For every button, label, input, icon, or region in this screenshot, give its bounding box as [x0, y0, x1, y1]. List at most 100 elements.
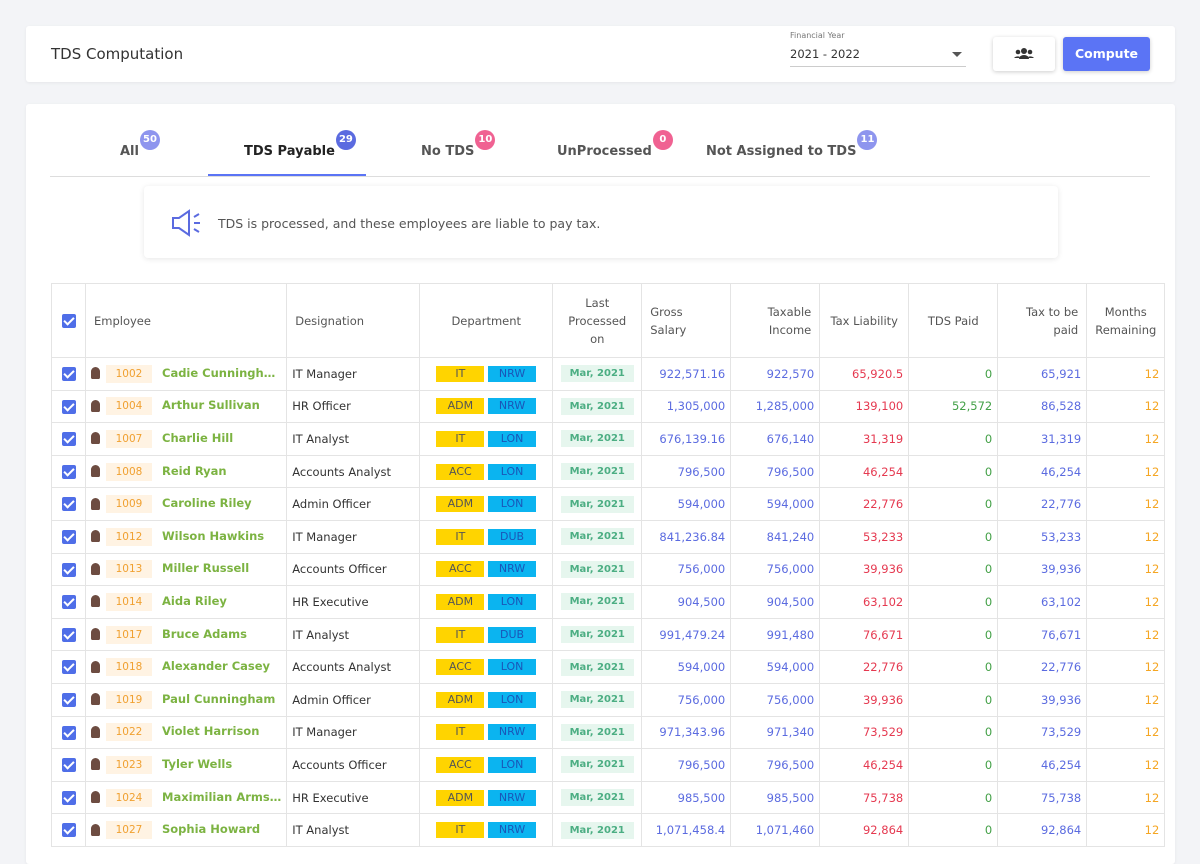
column-header: Months Remaining	[1086, 283, 1166, 358]
amount: 65,921	[997, 357, 1088, 391]
employee-name[interactable]: Reid Ryan	[162, 463, 227, 478]
tab[interactable]: UnProcessed 0	[557, 130, 673, 159]
amount: 73,529	[997, 715, 1088, 750]
checkbox[interactable]	[61, 725, 76, 740]
cell: Mar, 2021	[552, 389, 643, 424]
employee-name[interactable]: Miller Russell	[162, 561, 250, 576]
employee-name[interactable]: Wilson Hawkins	[162, 528, 265, 543]
amount: 12	[1086, 813, 1166, 847]
employee-name[interactable]: Maximilian Arms…	[162, 789, 282, 804]
checkbox[interactable]	[61, 464, 76, 479]
date-tag: Mar, 2021	[560, 397, 634, 415]
amount: 0	[908, 585, 999, 619]
employee-id: 1009	[106, 495, 152, 514]
amount: 985,500	[730, 780, 821, 815]
cell: 1002 Cadie Cunningh…	[84, 357, 288, 391]
amount: 0	[908, 813, 999, 847]
year-select[interactable]: 2021 - 2022	[790, 46, 966, 67]
employee-row: 1018 Alexander Casey Accounts Analyst ACC L…	[51, 650, 1166, 684]
employee-name[interactable]: Caroline Riley	[162, 496, 252, 511]
tab[interactable]: TDS Payable 29	[244, 130, 356, 159]
cell	[51, 357, 86, 391]
checkbox[interactable]	[61, 660, 76, 675]
date-tag: Mar, 2021	[560, 821, 634, 839]
department-tag: ACC	[436, 561, 485, 578]
tab[interactable]: Not Assigned to TDS 11	[706, 130, 878, 159]
checkbox[interactable]	[61, 790, 76, 805]
amount: 971,340	[730, 715, 821, 750]
amount: 904,500	[641, 585, 732, 619]
employee-row: 1014 Aida Riley HR Executive ADM LON Mar, 20…	[51, 585, 1166, 619]
employee-id: 1023	[106, 755, 152, 774]
column-header: Designation	[286, 283, 421, 358]
checkbox[interactable]	[61, 530, 76, 545]
amount: 12	[1086, 487, 1166, 521]
cell: IT DUB	[419, 519, 554, 554]
employee-name[interactable]: Alexander Casey	[162, 659, 271, 674]
employee-name[interactable]: Cadie Cunningh…	[162, 365, 276, 380]
location-tag: LON	[488, 691, 537, 708]
checkbox[interactable]	[61, 758, 76, 773]
employee-id: 1013	[106, 560, 152, 579]
employee-row: 1008 Reid Ryan Accounts Analyst ACC LON Mar,…	[51, 454, 1166, 489]
cell: 1007 Charlie Hill	[84, 422, 288, 456]
employee-name[interactable]: Tyler Wells	[162, 756, 233, 771]
checkbox[interactable]	[61, 497, 76, 512]
department-tag: IT	[436, 822, 485, 839]
cell: Mar, 2021	[552, 422, 643, 456]
employee-name[interactable]: Violet Harrison	[162, 724, 260, 739]
checkbox[interactable]	[61, 692, 76, 707]
amount: 1,071,460	[730, 813, 821, 847]
group-button[interactable]	[993, 37, 1055, 71]
checkbox[interactable]	[61, 627, 76, 642]
amount: 76,671	[819, 617, 910, 652]
cell: Mar, 2021	[552, 585, 643, 619]
tab[interactable]: All 50	[120, 130, 160, 159]
avatar	[91, 432, 100, 445]
amount: 676,139.16	[641, 422, 732, 456]
employee-row: 1004 Arthur Sullivan HR Officer ADM NRW Mar,…	[51, 389, 1166, 424]
employee-name[interactable]: Aida Riley	[162, 593, 227, 608]
cell: 1018 Alexander Casey	[84, 650, 288, 684]
checkbox[interactable]	[61, 314, 76, 328]
date-tag: Mar, 2021	[560, 723, 634, 741]
employee-row: 1024 Maximilian Arms… HR Executive ADM NRW M…	[51, 780, 1166, 815]
cell: IT NRW	[419, 813, 554, 847]
checkbox[interactable]	[61, 595, 76, 610]
cell: ACC LON	[419, 748, 554, 782]
avatar	[91, 823, 100, 836]
checkbox[interactable]	[61, 399, 76, 414]
tab-label: UnProcessed	[557, 144, 652, 159]
location-tag: DUB	[488, 528, 537, 545]
checkbox[interactable]	[61, 562, 76, 577]
employee-name[interactable]: Paul Cunningham	[162, 691, 276, 706]
checkbox[interactable]	[61, 367, 76, 382]
tab-indicator	[208, 174, 366, 176]
designation: IT Analyst	[286, 617, 421, 652]
page: {"header":{"title":"TDS Computation","ye…	[0, 0, 1200, 840]
amount: 12	[1086, 715, 1166, 750]
amount: 12	[1086, 422, 1166, 456]
checkbox[interactable]	[61, 823, 76, 838]
page-title: TDS Computation	[51, 45, 184, 63]
cell: Mar, 2021	[552, 813, 643, 847]
cell: 1008 Reid Ryan	[84, 454, 288, 489]
compute-button[interactable]: Compute	[1063, 37, 1150, 71]
cell: 1009 Caroline Riley	[84, 487, 288, 521]
amount: 796,500	[730, 748, 821, 782]
department-tag: ACC	[436, 756, 485, 773]
amount: 756,000	[730, 552, 821, 587]
department-tag: ADM	[436, 398, 485, 415]
amount: 1,071,458.4	[641, 813, 732, 847]
designation: Accounts Analyst	[286, 650, 421, 684]
checkbox[interactable]	[61, 432, 76, 447]
amount: 1,285,000	[730, 389, 821, 424]
employee-name[interactable]: Arthur Sullivan	[162, 398, 260, 413]
avatar	[91, 562, 100, 575]
employee-name[interactable]: Charlie Hill	[162, 430, 234, 445]
amount: 796,500	[641, 454, 732, 489]
tab[interactable]: No TDS 10	[421, 130, 496, 159]
employee-name[interactable]: Bruce Adams	[162, 626, 247, 641]
employee-row: 1012 Wilson Hawkins IT Manager IT DUB Mar, 2…	[51, 519, 1166, 554]
employee-name[interactable]: Sophia Howard	[162, 822, 261, 837]
